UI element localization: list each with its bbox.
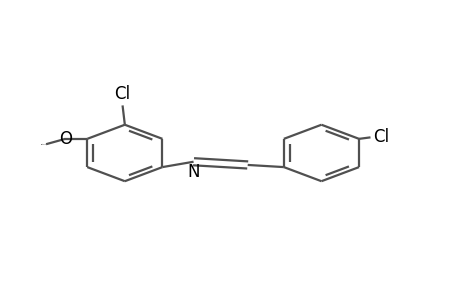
Text: O: O (59, 130, 72, 148)
Text: Cl: Cl (372, 128, 388, 146)
Text: Cl: Cl (114, 85, 130, 103)
Text: N: N (187, 163, 199, 181)
Text: methoxy: methoxy (40, 144, 47, 145)
